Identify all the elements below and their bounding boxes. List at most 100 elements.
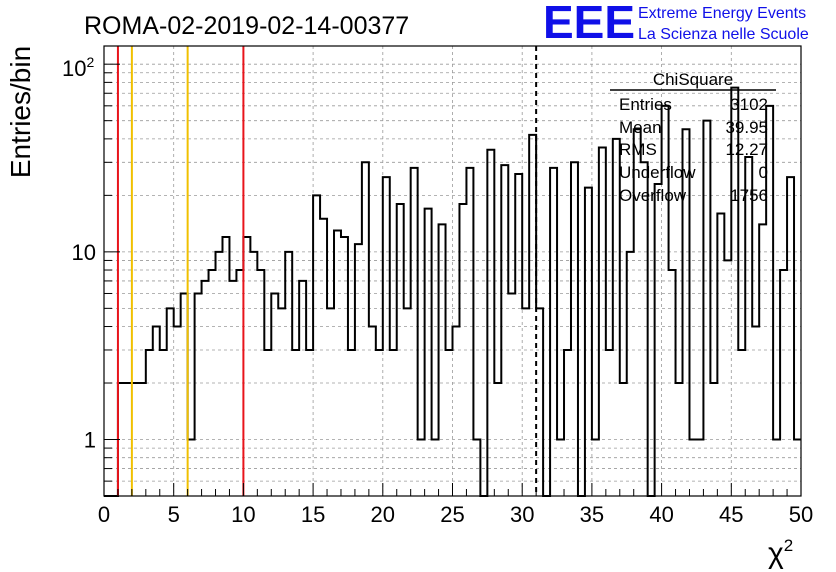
stats-value-underflow: 0 bbox=[759, 163, 768, 182]
histogram-bin bbox=[432, 440, 439, 496]
histogram-bin bbox=[243, 237, 250, 496]
x-tick-label: 50 bbox=[789, 502, 813, 527]
histogram-bin bbox=[787, 177, 794, 496]
eee-logo: EEE Extreme Energy Events La Scienza nel… bbox=[543, 0, 809, 48]
stats-label-underflow: Underflow bbox=[619, 163, 696, 182]
histogram-bin bbox=[710, 383, 717, 496]
histogram-bin bbox=[550, 168, 557, 496]
histogram-bin bbox=[522, 308, 529, 496]
histogram-bin bbox=[724, 260, 731, 496]
x-axis-title: χ2 bbox=[768, 536, 793, 570]
histogram-bin bbox=[278, 308, 285, 496]
histogram-bin bbox=[703, 121, 710, 496]
histogram-bin bbox=[501, 165, 508, 496]
histogram-bin bbox=[202, 281, 209, 496]
histogram-bin bbox=[599, 147, 606, 496]
x-tick-label: 40 bbox=[649, 502, 673, 527]
x-axis-title-base: χ bbox=[768, 537, 784, 570]
histogram-bin bbox=[459, 204, 466, 496]
x-tick-label: 0 bbox=[98, 502, 110, 527]
histogram-bin bbox=[125, 383, 132, 496]
histogram-bin bbox=[167, 308, 174, 496]
histogram-bin bbox=[153, 327, 160, 496]
histogram-bin bbox=[390, 350, 397, 496]
histogram-bin bbox=[369, 327, 376, 496]
histogram-bin bbox=[446, 350, 453, 496]
x-tick-label: 25 bbox=[440, 502, 464, 527]
x-tick-label: 10 bbox=[231, 502, 255, 527]
histogram-bin bbox=[334, 230, 341, 496]
histogram-bin bbox=[271, 293, 278, 496]
histogram-bin bbox=[355, 244, 362, 496]
histogram-layer bbox=[104, 86, 801, 497]
histogram-bin bbox=[606, 350, 613, 496]
histogram-bin bbox=[585, 188, 592, 496]
histogram-bin bbox=[669, 270, 676, 496]
histogram-bin bbox=[174, 327, 181, 496]
run-title: ROMA-02-2019-02-14-00377 bbox=[84, 12, 409, 40]
histogram-bin bbox=[195, 293, 202, 496]
logo-line-1: Extreme Energy Events bbox=[638, 5, 806, 22]
histogram-outline bbox=[104, 86, 801, 497]
histogram-bin bbox=[773, 440, 780, 496]
x-tick-label: 20 bbox=[371, 502, 395, 527]
stats-label-rms: RMS bbox=[619, 140, 657, 159]
histogram-bin bbox=[257, 270, 264, 496]
histogram-bin bbox=[139, 383, 146, 496]
histogram-bin bbox=[676, 383, 683, 496]
histogram-bin bbox=[641, 162, 648, 496]
vertical-lines bbox=[116, 46, 538, 496]
histogram-bin bbox=[299, 281, 306, 496]
stats-value-mean: 39.95 bbox=[725, 118, 768, 137]
histogram-bin bbox=[494, 383, 501, 496]
grid bbox=[104, 46, 801, 497]
histogram-bin bbox=[285, 252, 292, 496]
histogram-bin bbox=[418, 440, 425, 496]
histogram-bin bbox=[794, 440, 801, 496]
histogram-bin bbox=[717, 214, 724, 496]
y-tick-label: 10 bbox=[72, 240, 96, 265]
histogram-bin bbox=[696, 440, 703, 496]
histogram-bin bbox=[348, 350, 355, 496]
histogram-bin bbox=[627, 252, 634, 496]
stats-value-overflow: 1756 bbox=[730, 186, 768, 205]
stats-box: ChiSquare Entries 3102 Mean 39.95 RMS 12… bbox=[610, 70, 776, 205]
x-axis-title-sup: 2 bbox=[784, 536, 793, 555]
histogram-bin bbox=[188, 440, 195, 496]
histogram-bin bbox=[341, 237, 348, 496]
y-axis-title: Entries/bin bbox=[5, 46, 36, 178]
axis-ticks: 0 5 10 15 20 25 30 35 40 45 50 1 10 102 bbox=[62, 54, 813, 527]
histogram-bin bbox=[634, 129, 641, 496]
stats-value-rms: 12.27 bbox=[725, 140, 768, 159]
histogram-bin bbox=[738, 350, 745, 496]
histogram-bin bbox=[397, 204, 404, 496]
histogram-bin bbox=[229, 281, 236, 496]
histogram-bin bbox=[404, 308, 411, 496]
stats-label-mean: Mean bbox=[619, 118, 662, 137]
x-tick-label: 5 bbox=[168, 502, 180, 527]
y-tick-label-top: 102 bbox=[62, 54, 94, 81]
histogram-bin bbox=[564, 350, 571, 496]
histogram-bin bbox=[466, 168, 473, 496]
histogram-bin bbox=[236, 270, 243, 496]
histogram-bin bbox=[222, 237, 229, 496]
histogram-bin bbox=[362, 162, 369, 496]
histogram-bin bbox=[752, 327, 759, 496]
histogram-bin bbox=[250, 252, 257, 496]
x-tick-label: 30 bbox=[510, 502, 534, 527]
histogram-bin bbox=[160, 350, 167, 496]
histogram-bin bbox=[306, 350, 313, 496]
histogram-bin bbox=[592, 440, 599, 496]
histogram-bin bbox=[557, 440, 564, 496]
histogram-bin bbox=[216, 252, 223, 496]
histogram-bin bbox=[759, 224, 766, 496]
histogram-bin bbox=[487, 150, 494, 496]
histogram-bin bbox=[515, 174, 522, 496]
histogram-bin bbox=[655, 184, 662, 496]
histogram-bin bbox=[620, 383, 627, 496]
histogram-bin bbox=[209, 270, 216, 496]
x-tick-label: 35 bbox=[580, 502, 604, 527]
histogram-bin bbox=[132, 383, 139, 496]
histogram-bin bbox=[313, 195, 320, 496]
